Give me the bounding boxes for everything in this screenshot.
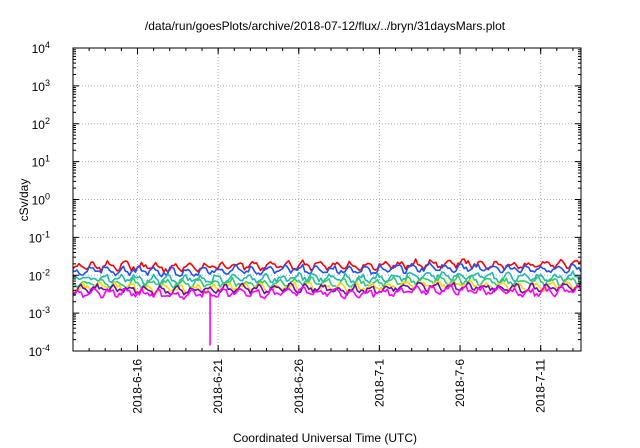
y-tick-label: 10-3: [29, 305, 50, 321]
y-axis-label: cSv/day: [17, 179, 31, 222]
chart-title: /data/run/goesPlots/archive/2018-07-12/f…: [145, 19, 506, 33]
y-tick-label: 10-1: [29, 229, 50, 245]
series-group: [72, 258, 582, 346]
series-line: [72, 270, 582, 286]
series-line: [72, 274, 582, 290]
x-axis-label: Coordinated Universal Time (UTC): [233, 431, 417, 445]
y-tick-label: 10-4: [29, 343, 50, 359]
x-tick-label: 2018-6-21: [211, 359, 225, 414]
y-tick-label: 102: [32, 116, 50, 132]
y-tick-label: 103: [32, 78, 50, 94]
y-tick-label: 101: [32, 154, 50, 170]
x-tick-label: 2018-6-26: [292, 359, 306, 414]
y-tick-label: 104: [32, 40, 50, 56]
axes: 10-4 10-3 10-2 10-1 100 101 102 103 104 2018-6-16…: [29, 40, 582, 414]
series-line: [72, 262, 582, 278]
y-tick-label: 100: [32, 192, 50, 208]
x-tick-label: 2018-7-6: [453, 359, 467, 407]
x-tick-label: 2018-7-11: [534, 359, 548, 413]
x-tick-label: 2018-7-1: [372, 359, 386, 407]
y-tick-label: 10-2: [29, 267, 50, 283]
series-line: [73, 284, 582, 346]
x-tick-label: 2018-6-16: [131, 359, 145, 414]
series-line: [72, 258, 582, 273]
grid: [73, 47, 581, 352]
plot-frame: [72, 47, 582, 352]
